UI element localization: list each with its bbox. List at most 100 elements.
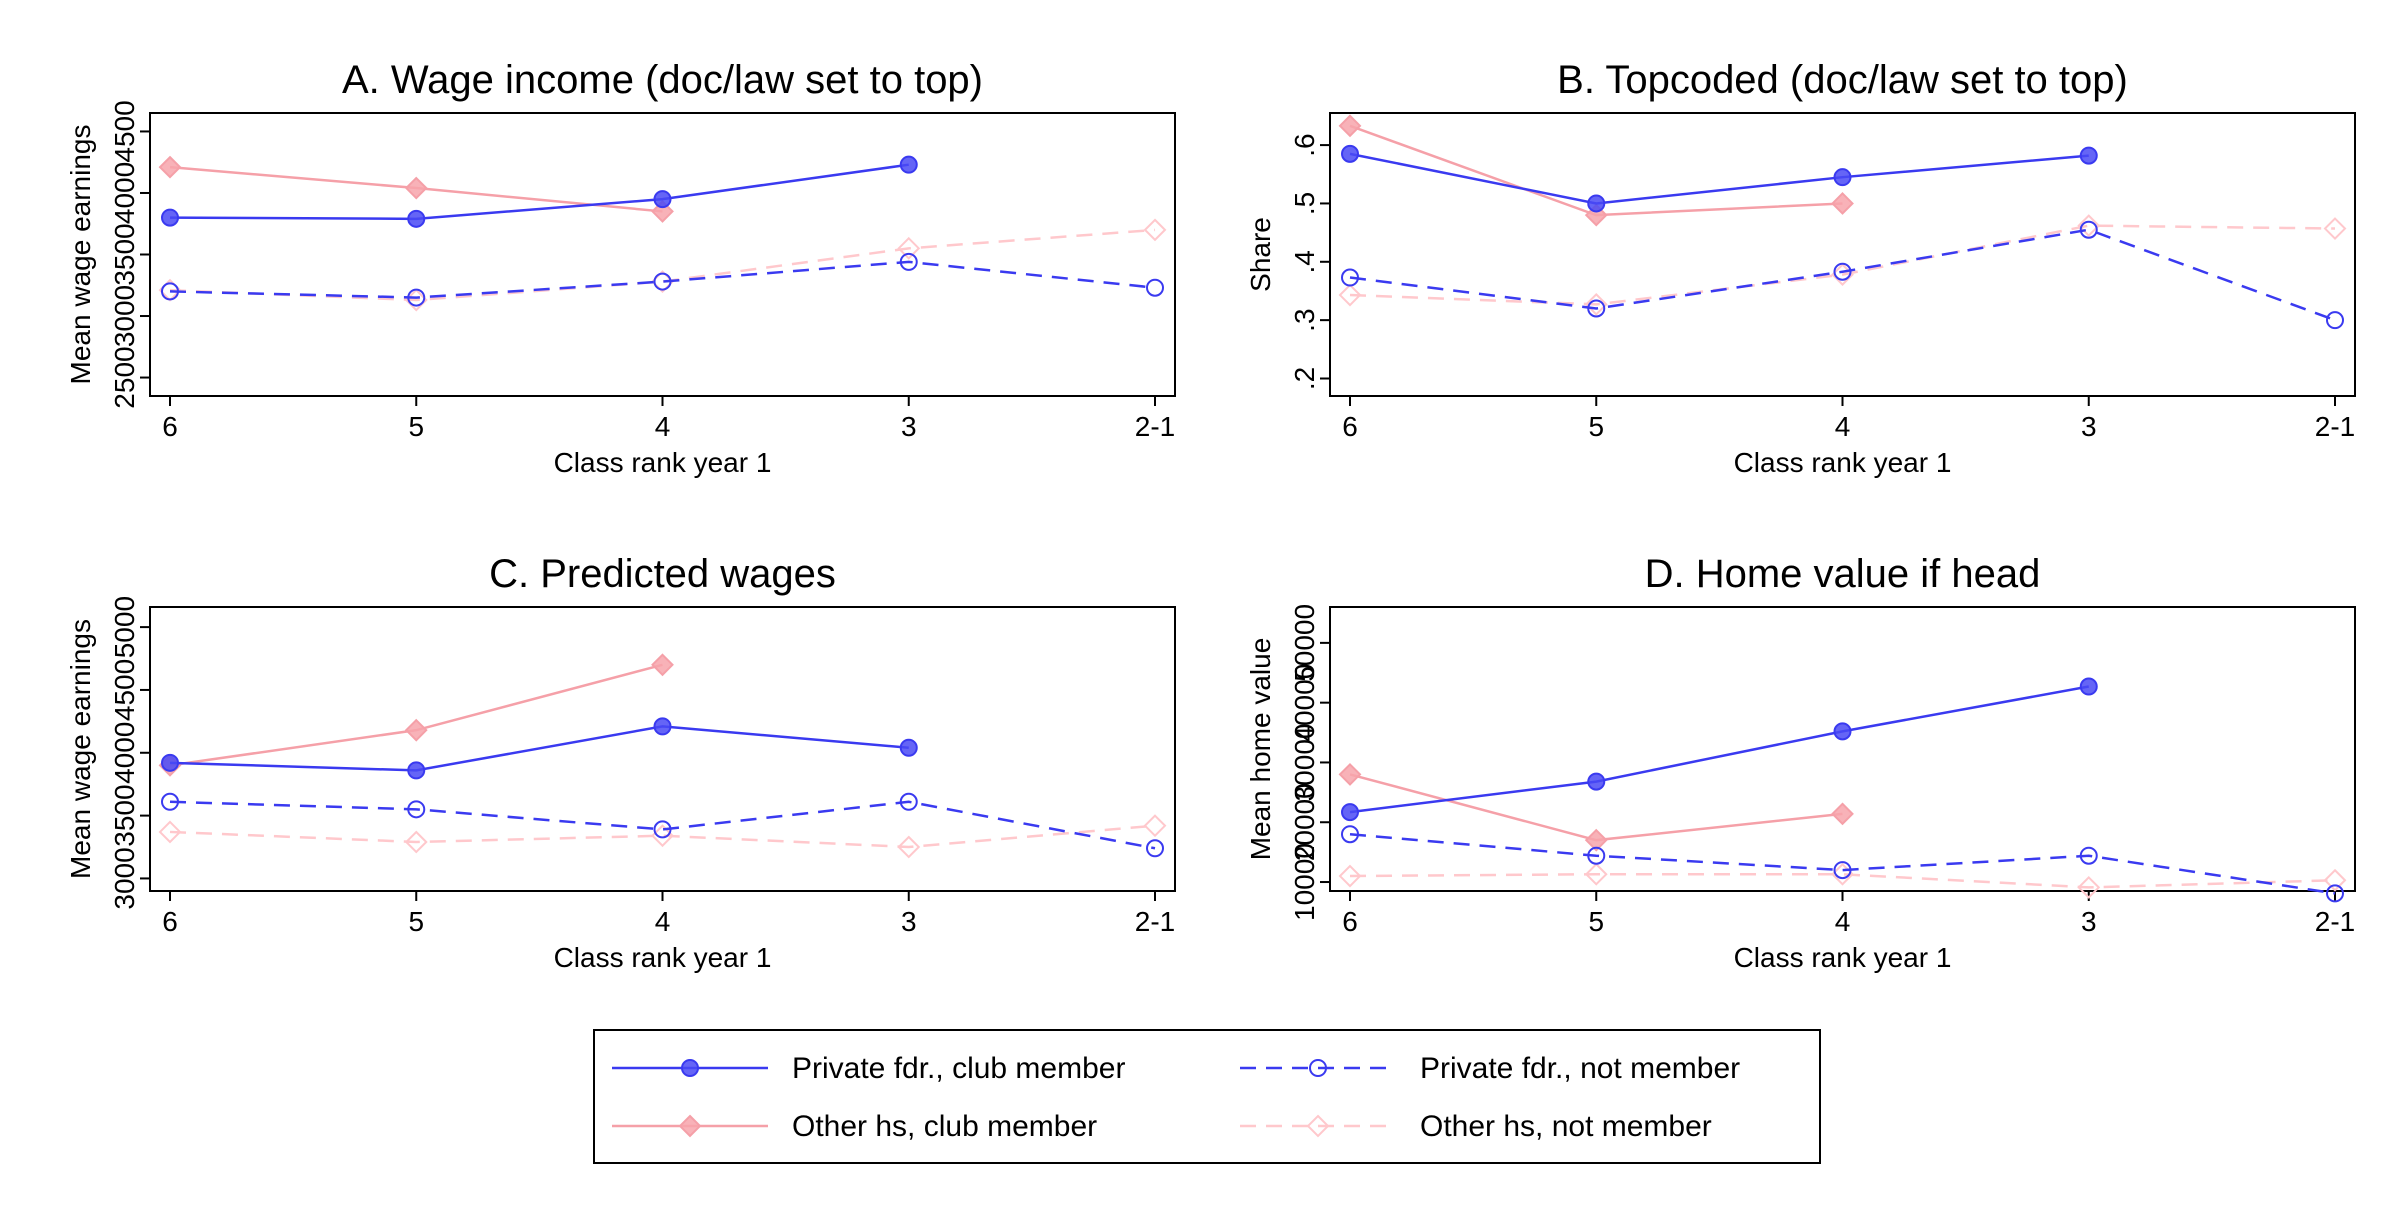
series-line xyxy=(1349,873,2336,889)
y-tick-label: 4000 xyxy=(109,722,140,784)
data-point xyxy=(2077,214,2101,238)
data-point xyxy=(161,282,179,301)
data-point xyxy=(2079,220,2098,239)
data-point xyxy=(1833,722,1852,741)
series-private-club xyxy=(161,717,918,780)
legend-swatch-marker xyxy=(1309,1059,1327,1077)
series-line xyxy=(169,725,909,772)
data-point xyxy=(1584,828,1608,852)
data-point xyxy=(653,717,672,736)
y-tick-label: 50000 xyxy=(1289,604,1320,682)
series-line xyxy=(1349,685,2089,814)
series-private-club xyxy=(161,155,918,228)
y-tick-label: .6 xyxy=(1289,133,1320,156)
series-private-not xyxy=(1341,825,2344,903)
data-point xyxy=(158,820,182,844)
data-point xyxy=(897,236,921,260)
data-point xyxy=(1833,262,1852,281)
data-point xyxy=(2323,217,2347,240)
data-point xyxy=(1833,861,1852,880)
legend-item: Private fdr., not member xyxy=(1240,1052,1740,1085)
series-line xyxy=(1349,228,2336,322)
data-point xyxy=(2079,146,2098,165)
legend-label: Other hs, not member xyxy=(1420,1110,1712,1143)
data-point xyxy=(2079,846,2098,865)
y-tick-label: 3000 xyxy=(109,847,140,909)
series-other-not xyxy=(158,814,1167,859)
data-point xyxy=(1833,168,1852,187)
x-tick-label: 2-1 xyxy=(1135,411,1175,442)
data-point xyxy=(899,792,918,811)
data-point xyxy=(2326,311,2344,330)
series-line xyxy=(169,260,1156,299)
x-tick-label: 3 xyxy=(901,411,917,442)
series-line xyxy=(1349,224,2336,306)
data-point xyxy=(1338,762,1362,786)
y-tick-label: 2500 xyxy=(109,346,140,408)
plot-frame xyxy=(149,112,1176,397)
legend-swatch-marker xyxy=(678,1114,702,1138)
data-point xyxy=(653,820,672,839)
data-point xyxy=(653,190,672,209)
data-point xyxy=(653,272,672,291)
x-tick-label: 5 xyxy=(1588,906,1604,937)
series-other-club xyxy=(158,155,674,223)
y-axis-label: Share xyxy=(1245,217,1276,292)
y-tick-label: 10000 xyxy=(1289,843,1320,921)
data-point xyxy=(161,753,179,772)
data-point xyxy=(2077,875,2101,899)
series-other-club xyxy=(1338,114,1854,227)
x-tick-label: 3 xyxy=(2081,906,2097,937)
data-point xyxy=(404,718,428,742)
data-point xyxy=(407,209,426,228)
data-point xyxy=(407,288,426,307)
x-tick-label: 6 xyxy=(1342,411,1358,442)
panel-title: A. Wage income (doc/law set to top) xyxy=(342,58,983,102)
series-private-club xyxy=(1341,677,2098,822)
data-point xyxy=(407,761,426,780)
legend-label: Other hs, club member xyxy=(792,1110,1097,1143)
panel-d: D. Home value if head 6 5 4 3 2-1 Class rank y… xyxy=(1245,552,2356,973)
legend-box xyxy=(593,1029,1821,1164)
x-tick-label: 6 xyxy=(1342,906,1358,937)
series-private-not xyxy=(161,252,1164,307)
y-axis-label: Mean wage earnings xyxy=(65,125,96,385)
panel-title: C. Predicted wages xyxy=(489,552,836,596)
data-point xyxy=(1341,144,1359,163)
data-point xyxy=(899,252,918,271)
y-tick-label: .2 xyxy=(1289,367,1320,390)
data-point xyxy=(404,176,428,200)
data-point xyxy=(899,738,918,757)
data-point xyxy=(2326,884,2344,903)
series-other-not xyxy=(1338,214,2347,316)
y-tick-label: 3000 xyxy=(109,285,140,347)
data-point xyxy=(407,800,426,819)
data-point xyxy=(1146,278,1164,297)
series-other-not xyxy=(158,218,1167,312)
data-point xyxy=(161,208,179,227)
legend-item: Other hs, not member xyxy=(1240,1110,1712,1143)
x-tick-label: 6 xyxy=(162,906,178,937)
y-tick-label: 30000 xyxy=(1289,724,1320,802)
x-tick-label: 3 xyxy=(2081,411,2097,442)
panel-b: B. Topcoded (doc/law set to top) 6 5 4 3 2-1 C… xyxy=(1245,58,2356,478)
data-point xyxy=(1587,846,1606,865)
x-tick-label: 5 xyxy=(1588,411,1604,442)
series-line xyxy=(1349,152,2089,205)
panel-a: A. Wage income (doc/law set to top) 6 5 4 3 2… xyxy=(65,58,1176,478)
y-tick-label: .3 xyxy=(1289,308,1320,331)
series-private-not xyxy=(161,792,1164,858)
x-tick-label: 6 xyxy=(162,411,178,442)
plot-frame xyxy=(1329,606,2356,892)
data-point xyxy=(1341,803,1359,822)
legend-label: Private fdr., not member xyxy=(1420,1052,1740,1085)
y-tick-label: 4000 xyxy=(109,162,140,224)
y-tick-label: 3500 xyxy=(109,223,140,285)
series-line xyxy=(169,800,1156,850)
y-tick-label: .4 xyxy=(1289,250,1320,273)
data-point xyxy=(1831,802,1854,826)
x-tick-label: 5 xyxy=(408,411,424,442)
data-point xyxy=(404,830,428,854)
data-point xyxy=(2079,677,2098,696)
panel-c: C. Predicted wages 6 5 4 3 2-1 Class rank year… xyxy=(65,552,1176,973)
